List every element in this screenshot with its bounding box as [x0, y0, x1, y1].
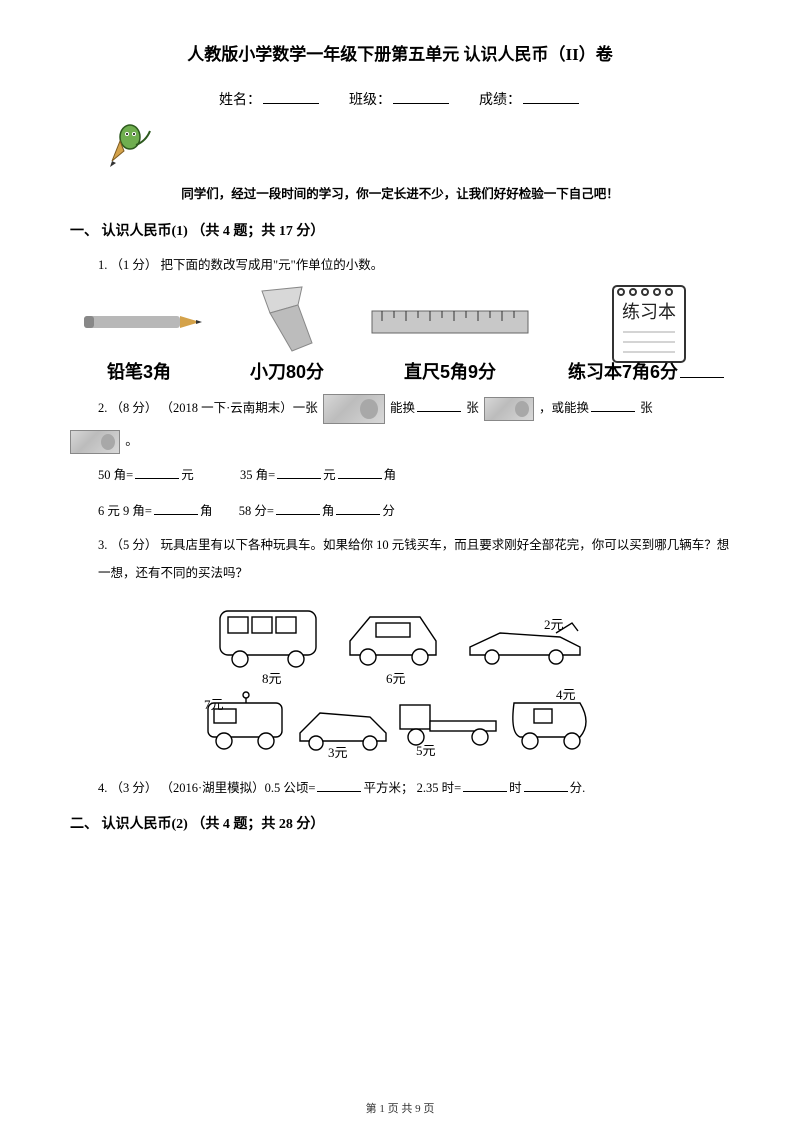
- q2-period: 。: [125, 433, 138, 448]
- conv-d-blank1[interactable]: [276, 501, 320, 515]
- car-6-price: 6元: [386, 671, 406, 686]
- conv-row2: 6 元 9 角=角 58 分=角分: [98, 496, 730, 526]
- svg-text:练习本: 练习本: [622, 302, 676, 322]
- q4-u1: 平方米； 2.35 时=: [363, 781, 461, 795]
- pencil-icon: [74, 290, 204, 354]
- money-50-icon: [70, 430, 120, 454]
- item-knife-label: 小刀80分: [250, 358, 324, 384]
- car-3-price: 3元: [328, 745, 348, 760]
- car-7-price: 7元: [204, 697, 224, 712]
- conv-b-blank2[interactable]: [338, 465, 382, 479]
- student-info-line: 姓名： 班级： 成绩：: [70, 89, 730, 109]
- item-notebook: 练习本 练习本7角6分: [568, 290, 726, 384]
- car-6: [350, 617, 436, 665]
- item-knife: 小刀80分: [242, 290, 332, 384]
- pencil-mascot-icon: [106, 121, 730, 175]
- car-4-price: 4元: [556, 687, 576, 702]
- name-label: 姓名：: [219, 93, 261, 108]
- conv-c-blank[interactable]: [154, 501, 198, 515]
- q4-blank2[interactable]: [463, 778, 507, 792]
- name-blank[interactable]: [263, 90, 319, 104]
- conv-b-blank1[interactable]: [277, 465, 321, 479]
- q4-blank1[interactable]: [317, 778, 361, 792]
- cars-illustration: 8元 6元 2元 7元 3元 5元: [200, 593, 600, 767]
- page-title: 人教版小学数学一年级下册第五单元 认识人民币（II）卷: [70, 40, 730, 65]
- q4-line: 4. （3 分） （2016·湖里模拟）0.5 公顷= 平方米； 2.35 时= 时…: [98, 775, 730, 803]
- q2-mid3: ，或能换: [539, 401, 589, 415]
- class-blank[interactable]: [393, 90, 449, 104]
- q2-mid1: 能换: [390, 401, 415, 415]
- q4-u2: 时: [509, 781, 522, 795]
- car-5: [400, 705, 496, 745]
- notebook-answer-blank[interactable]: [680, 364, 724, 378]
- q4-blank3[interactable]: [524, 778, 568, 792]
- ruler-icon: [370, 290, 530, 354]
- car-5-price: 5元: [416, 743, 436, 758]
- money-b-icon: [484, 397, 534, 421]
- car-8-price: 8元: [262, 671, 282, 686]
- item-ruler-label: 直尺5角9分: [404, 358, 496, 384]
- car-4: [513, 703, 586, 749]
- q2-mid2: 张: [466, 401, 479, 415]
- q4-prefix: 4. （3 分） （2016·湖里模拟）0.5 公顷=: [98, 781, 315, 795]
- conv-row1: 50 角=元 35 角=元角: [98, 460, 730, 490]
- intro-text: 同学们，经过一段时间的学习，你一定长进不少，让我们好好检验一下自己吧！: [70, 183, 730, 202]
- q4-u3: 分.: [570, 781, 586, 795]
- class-label: 班级：: [349, 93, 391, 108]
- score-label: 成绩：: [479, 93, 521, 108]
- q1-items-row: 铅笔3角 小刀80分 直尺5角9分: [70, 290, 730, 384]
- section1-heading: 一、 认识人民币(1) （共 4 题；共 17 分）: [70, 220, 730, 240]
- car-8: [220, 611, 316, 667]
- score-blank[interactable]: [523, 90, 579, 104]
- conv-d-blank2[interactable]: [336, 501, 380, 515]
- q2-blank2[interactable]: [591, 398, 635, 412]
- conv-a-blank[interactable]: [135, 465, 179, 479]
- knife-icon: [242, 290, 332, 354]
- notebook-icon: 练习本: [599, 290, 695, 354]
- money-100-icon: [323, 394, 385, 424]
- q2-line: 2. （8 分） （2018 一下·云南期末）一张 能换 张 ，或能换 张: [98, 392, 730, 425]
- item-pencil: 铅笔3角: [74, 290, 204, 384]
- item-ruler: 直尺5角9分: [370, 290, 530, 384]
- q2-blank1[interactable]: [417, 398, 461, 412]
- q2-suffix: 张: [640, 401, 653, 415]
- q2-prefix: 2. （8 分） （2018 一下·云南期末）一张: [98, 401, 318, 415]
- item-notebook-label: 练习本7角6分: [568, 358, 726, 384]
- page-footer: 第 1 页 共 9 页: [0, 1100, 800, 1116]
- car-2-price: 2元: [544, 617, 564, 632]
- q3-text: 3. （5 分） 玩具店里有以下各种玩具车。如果给你 10 元钱买车，而且要求刚…: [98, 532, 730, 587]
- item-pencil-label: 铅笔3角: [107, 358, 171, 384]
- section2-heading: 二、 认识人民币(2) （共 4 题；共 28 分）: [70, 813, 730, 833]
